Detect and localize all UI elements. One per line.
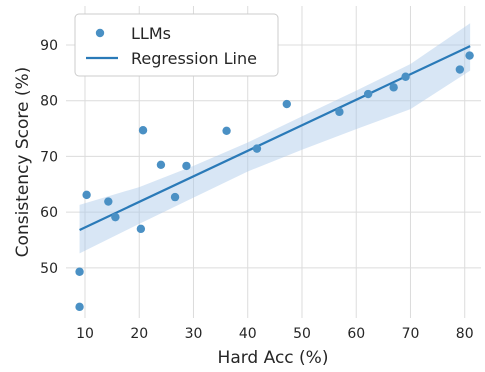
scatter-point xyxy=(465,51,474,60)
legend-marker-llms xyxy=(95,28,105,38)
x-tick-label: 30 xyxy=(185,326,203,342)
scatter-point xyxy=(182,161,191,171)
scatter-point xyxy=(401,72,410,81)
y-axis-label: Consistency Score (%) xyxy=(13,67,33,258)
scatter-point xyxy=(222,126,231,135)
x-tick-label: 20 xyxy=(130,326,148,342)
llm-points xyxy=(75,51,474,312)
legend-box xyxy=(74,13,279,77)
x-tick-label: 60 xyxy=(347,326,365,342)
scatter-point xyxy=(136,224,146,234)
scatter-point xyxy=(363,89,373,99)
scatter-point xyxy=(104,197,113,206)
x-tick-label: 70 xyxy=(402,326,420,342)
scatter-point xyxy=(389,83,398,92)
scatter-point xyxy=(111,212,120,222)
scatter-point xyxy=(335,107,344,117)
x-axis-label: Hard Acc (%) xyxy=(218,348,329,368)
y-tick-label: 60 xyxy=(40,205,58,221)
x-tick-label: 10 xyxy=(76,326,94,342)
legend: LLMs Regression Line xyxy=(74,13,279,77)
y-tick-label: 80 xyxy=(40,94,58,110)
scatter-point xyxy=(82,190,91,200)
scatter-point xyxy=(455,65,465,74)
scatter-point xyxy=(75,302,84,312)
scatter-point xyxy=(282,99,291,109)
scatter-point xyxy=(252,144,262,153)
scatter-point xyxy=(156,160,166,169)
scatter-point xyxy=(170,192,180,202)
legend-label-llms: LLMs xyxy=(131,24,171,43)
y-tick-labels: 50 60 70 80 90 xyxy=(40,38,58,277)
y-tick-label: 70 xyxy=(40,149,58,165)
x-tick-label: 80 xyxy=(456,326,474,342)
scatter-point xyxy=(75,267,84,276)
scatter-point xyxy=(138,126,148,135)
x-tick-labels: 10 20 30 40 50 60 70 80 xyxy=(76,326,474,342)
y-tick-label: 50 xyxy=(40,261,58,277)
x-tick-label: 50 xyxy=(293,326,311,342)
legend-label-regression: Regression Line xyxy=(131,49,257,68)
x-tick-label: 40 xyxy=(239,326,257,342)
y-tick-label: 90 xyxy=(40,38,58,54)
